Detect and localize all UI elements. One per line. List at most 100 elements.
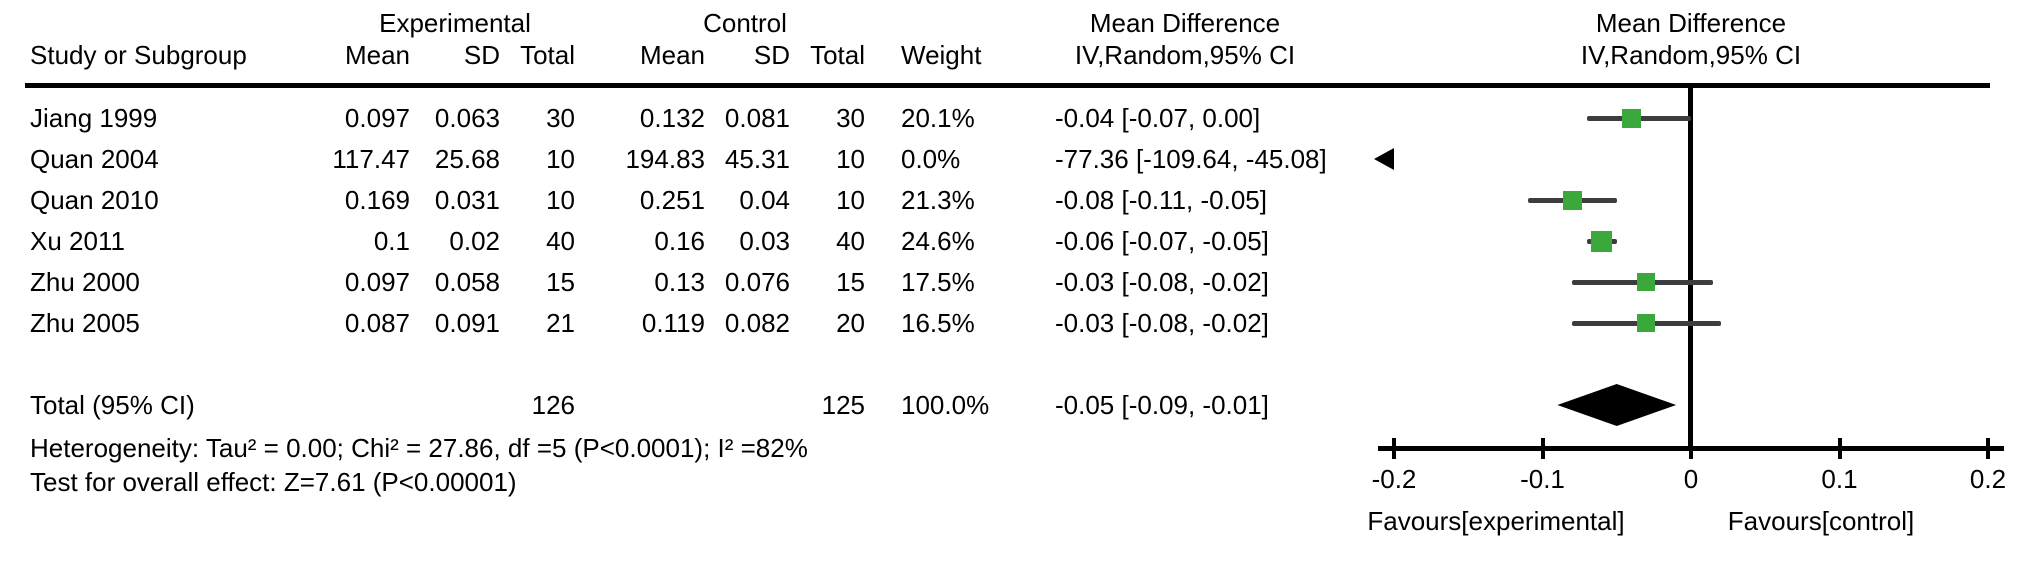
favours-left-label: Favours[experimental]: [1367, 506, 1625, 536]
ci-text: -0.06 [-0.07, -0.05]: [1055, 226, 1269, 256]
experimental-mean: 0.097: [344, 267, 410, 297]
column-header-mean-experimental: Mean: [344, 40, 410, 70]
zero-effect-line: [1688, 86, 1693, 451]
control-total: 20: [836, 308, 865, 338]
control-total: 10: [836, 185, 865, 215]
experimental-total: 15: [546, 267, 575, 297]
axis-tick: [1837, 438, 1842, 459]
axis-tick: [1986, 438, 1990, 459]
experimental-mean: 0.087: [344, 308, 410, 338]
experimental-mean: 0.169: [344, 185, 410, 215]
experimental-mean: 0.097: [344, 103, 410, 133]
control-mean: 0.16: [654, 226, 705, 256]
ci-text: -77.36 [-109.64, -45.08]: [1055, 144, 1327, 174]
axis-tick: [1689, 438, 1693, 459]
study-name: Zhu 2005: [30, 308, 140, 338]
favours-right-label: Favours[control]: [1727, 506, 1915, 536]
axis-tick-label: 0.2: [1969, 464, 2007, 494]
weight-value: 21.3%: [901, 185, 975, 215]
ci-text: -0.03 [-0.08, -0.02]: [1055, 308, 1269, 338]
control-mean: 194.83: [625, 144, 705, 174]
column-header-ci-plot: IV,Random,95% CI: [1580, 40, 1802, 70]
axis-tick: [1392, 438, 1396, 459]
control-mean: 0.13: [654, 267, 705, 297]
column-header-ci-text: IV,Random,95% CI: [1074, 40, 1296, 70]
axis-tick-label: 0.1: [1821, 464, 1858, 494]
control-sd: 0.04: [739, 185, 790, 215]
control-mean: 0.132: [639, 103, 705, 133]
column-header-sd-control: SD: [753, 40, 790, 70]
offscale-left-arrow-icon: [1374, 148, 1394, 170]
control-total: 40: [836, 226, 865, 256]
experimental-mean: 0.1: [373, 226, 410, 256]
column-header-study: Study or Subgroup: [30, 40, 247, 70]
experimental-total: 10: [546, 144, 575, 174]
study-name: Quan 2010: [30, 185, 159, 215]
weight-value: 20.1%: [901, 103, 975, 133]
study-name: Quan 2004: [30, 144, 159, 174]
control-sd: 0.03: [739, 226, 790, 256]
study-name: Xu 2011: [30, 226, 125, 256]
weight-value: 24.6%: [901, 226, 975, 256]
study-row: Jiang 1999 0.097 0.063 30 0.132 0.081 30…: [0, 103, 2031, 133]
ci-text: -0.04 [-0.07, 0.00]: [1055, 103, 1261, 133]
experimental-sd: 0.091: [434, 308, 500, 338]
experimental-total: 21: [546, 308, 575, 338]
total-control-n: 125: [821, 390, 865, 420]
study-row: Quan 2010 0.169 0.031 10 0.251 0.04 10 2…: [0, 185, 2031, 215]
effect-square: [1591, 230, 1613, 252]
study-row: Quan 2004 117.47 25.68 10 194.83 45.31 1…: [0, 144, 2031, 174]
effect-square: [1637, 314, 1656, 332]
control-mean: 0.251: [639, 185, 705, 215]
experimental-sd: 0.031: [434, 185, 500, 215]
effect-square: [1562, 190, 1582, 210]
study-name: Jiang 1999: [30, 103, 158, 133]
control-total: 15: [836, 267, 865, 297]
column-header-mean-control: Mean: [639, 40, 705, 70]
control-sd: 0.082: [724, 308, 790, 338]
study-row: Zhu 2000 0.097 0.058 15 0.13 0.076 15 17…: [0, 267, 2031, 297]
control-total: 10: [836, 144, 865, 174]
effect-square: [1637, 273, 1656, 291]
experimental-sd: 0.02: [449, 226, 500, 256]
ci-text: -0.03 [-0.08, -0.02]: [1055, 267, 1269, 297]
total-weight: 100.0%: [901, 390, 990, 420]
total-row: Total (95% CI) 126 125 100.0% -0.05 [-0.…: [0, 390, 2031, 420]
study-name: Zhu 2000: [30, 267, 140, 297]
control-total: 30: [836, 103, 865, 133]
control-mean: 0.119: [641, 308, 705, 338]
heterogeneity-text: Heterogeneity: Tau² = 0.00; Chi² = 27.86…: [30, 433, 808, 463]
column-header-weight: Weight: [901, 40, 982, 70]
control-sd: 45.31: [724, 144, 790, 174]
header-divider-rule: [25, 83, 1990, 88]
group-header-control: Control: [703, 8, 787, 38]
total-experimental-n: 126: [531, 390, 575, 420]
column-header-mean-difference-plot: Mean Difference: [1595, 8, 1787, 38]
overall-effect-text: Test for overall effect: Z=7.61 (P<0.000…: [30, 467, 517, 497]
column-header-total-experimental: Total: [520, 40, 575, 70]
column-header-total-control: Total: [810, 40, 865, 70]
weight-value: 17.5%: [901, 267, 975, 297]
experimental-mean: 117.47: [332, 144, 410, 174]
control-sd: 0.081: [724, 103, 790, 133]
total-ci-text: -0.05 [-0.09, -0.01]: [1055, 390, 1269, 420]
experimental-total: 40: [546, 226, 575, 256]
weight-value: 16.5%: [901, 308, 975, 338]
axis-tick: [1540, 438, 1545, 459]
total-label: Total (95% CI): [30, 390, 195, 420]
experimental-total: 30: [546, 103, 575, 133]
column-header-mean-difference-text: Mean Difference: [1089, 8, 1281, 38]
axis-tick-label: -0.1: [1520, 464, 1565, 494]
experimental-total: 10: [546, 185, 575, 215]
axis-tick-label: -0.2: [1371, 464, 1417, 494]
group-header-experimental: Experimental: [379, 8, 531, 38]
effect-square: [1622, 108, 1642, 128]
experimental-sd: 0.058: [434, 267, 500, 297]
weight-value: 0.0%: [901, 144, 961, 174]
ci-text: -0.08 [-0.11, -0.05]: [1055, 185, 1267, 215]
column-header-sd-experimental: SD: [463, 40, 500, 70]
control-sd: 0.076: [724, 267, 790, 297]
